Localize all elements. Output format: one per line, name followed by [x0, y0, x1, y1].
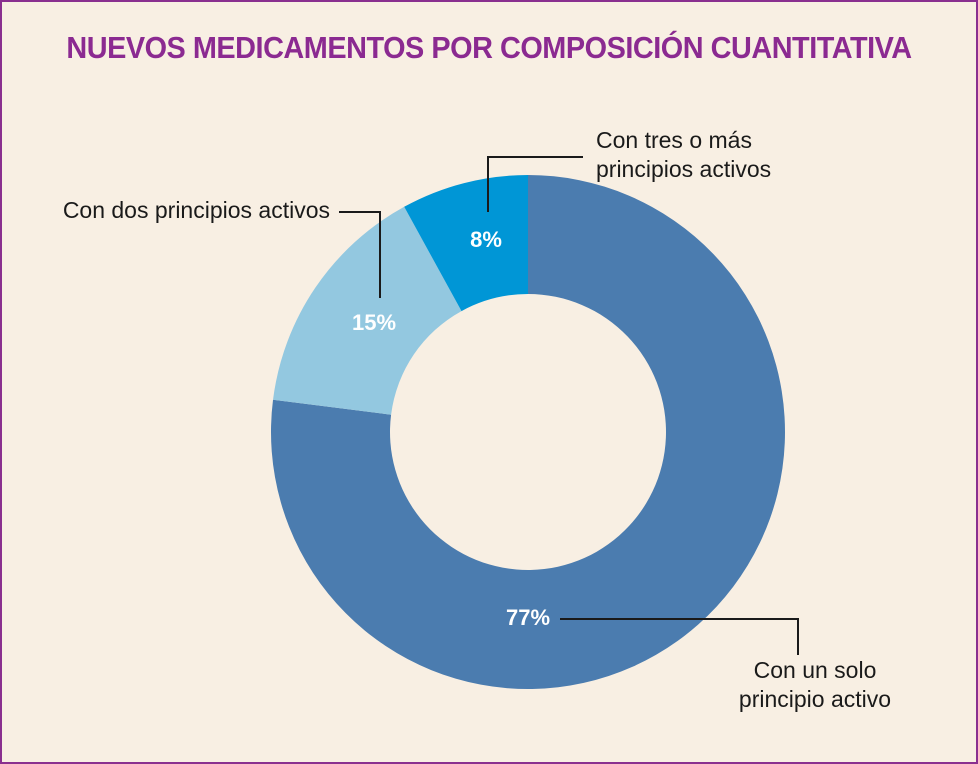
leader-line-con-un-solo-principio-activo: [560, 618, 799, 655]
slice-con-tres-o-mas-principios-activos: [404, 175, 528, 312]
leader-line-con-dos-principios-activos: [339, 211, 381, 298]
slice-con-un-solo-principio-activo: [271, 175, 786, 689]
slice-con-dos-principios-activos: [273, 206, 462, 415]
value-label-con-un-solo-principio-activo: 77%: [506, 605, 550, 630]
category-label-con-tres-o-mas-principios-activos: principios activos: [596, 156, 771, 182]
leader-line-con-tres-o-mas-principios-activos: [487, 156, 583, 212]
value-label-con-tres-o-mas-principios-activos: 8%: [470, 227, 502, 252]
category-label-con-tres-o-mas-principios-activos: Con tres o más: [596, 127, 752, 153]
category-label-con-dos-principios-activos: Con dos principios activos: [63, 197, 330, 223]
chart-title: NUEVOS MEDICAMENTOS POR COMPOSICIÓN CUAN…: [66, 30, 912, 65]
category-label-con-un-solo-principio-activo: Con un solo: [754, 657, 877, 683]
category-label-con-un-solo-principio-activo: principio activo: [739, 686, 891, 712]
value-label-con-dos-principios-activos: 15%: [352, 310, 396, 335]
